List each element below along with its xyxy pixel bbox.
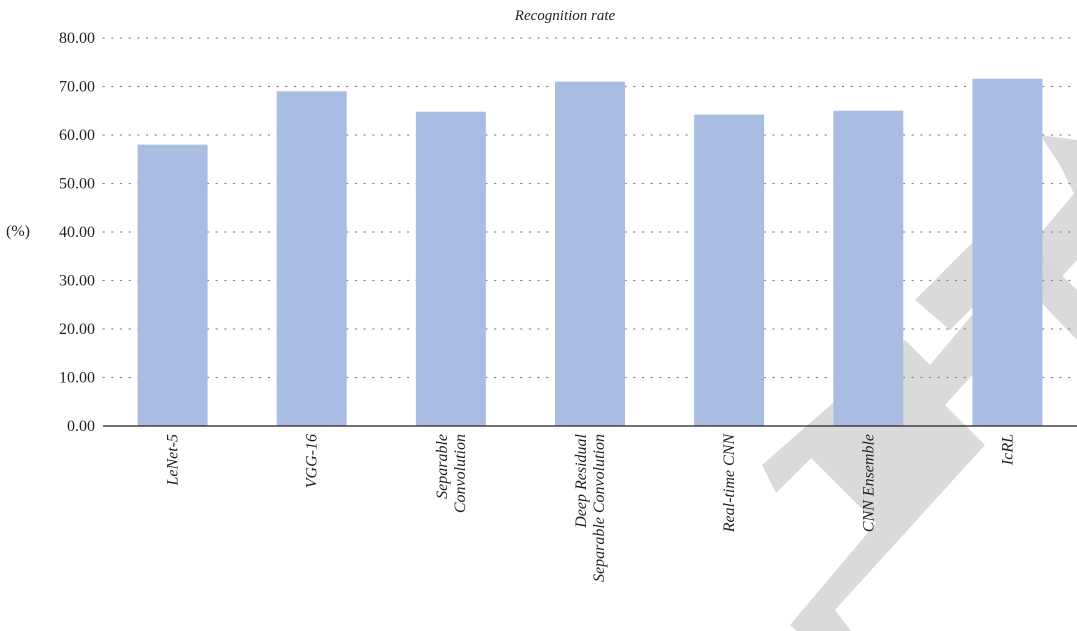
x-tick-label: Deep ResidualSeparable Convolution	[573, 433, 608, 582]
y-tick-label: 20.00	[59, 321, 95, 338]
x-tick-label: IcRL	[999, 434, 1016, 466]
y-tick-label: 0.00	[67, 418, 95, 435]
chart-title: Recognition rate	[514, 8, 616, 24]
y-tick-label: 40.00	[59, 224, 95, 241]
y-tick-label: 30.00	[59, 273, 95, 290]
y-tick-label: 70.00	[59, 79, 95, 96]
bar	[694, 114, 765, 426]
y-tick-label: 60.00	[59, 127, 95, 144]
x-tick-label: CNN Ensemble	[860, 434, 877, 532]
x-axis-tick-labels: LeNet-5 VGG-16 SeparableConvolution Deep Re…	[165, 433, 1017, 582]
bar	[415, 111, 486, 426]
bar	[833, 110, 904, 426]
x-tick-label: VGG-16	[304, 434, 321, 488]
bar	[276, 91, 347, 426]
y-tick-label: 10.00	[59, 370, 95, 387]
bar	[555, 81, 625, 427]
bars	[137, 78, 1043, 427]
bar	[972, 78, 1043, 427]
y-tick-label: 80.00	[59, 30, 95, 47]
x-tick-label: Real-time CNN	[721, 433, 738, 534]
y-axis-tick-labels: 0.00 10.00 20.00 30.00 40.00 50.00 60.00 70.00 8…	[59, 30, 95, 435]
y-tick-label: 50.00	[59, 176, 95, 193]
watermark-shape	[1040, 135, 1077, 200]
x-tick-label: LeNet-5	[165, 434, 182, 487]
bar	[137, 144, 208, 426]
x-tick-label: SeparableConvolution	[434, 434, 469, 513]
y-axis-label: (%)	[6, 223, 30, 240]
